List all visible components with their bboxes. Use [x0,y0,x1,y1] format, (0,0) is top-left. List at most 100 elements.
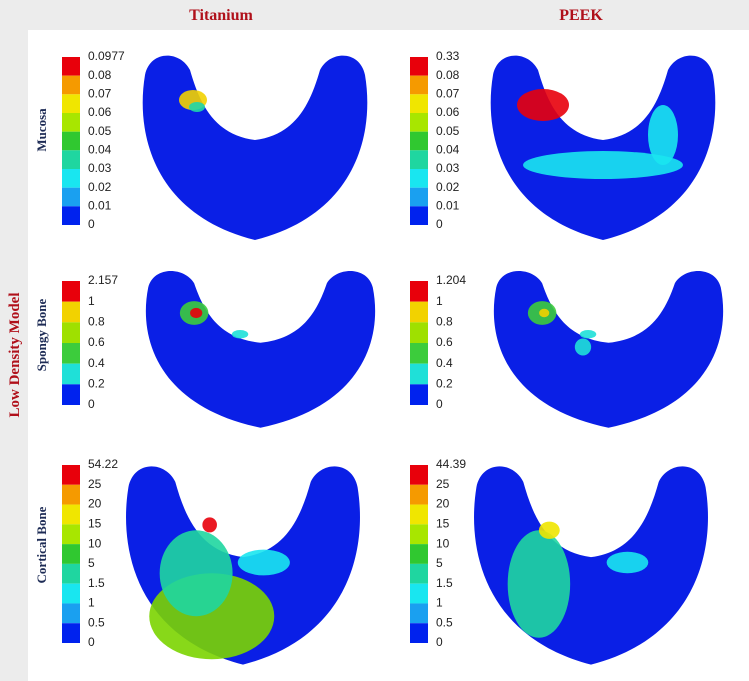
legend-label: 0.07 [88,87,112,101]
legend-swatch [410,363,428,385]
legend-label: 0.8 [88,315,105,329]
legend-label: 0.6 [88,335,105,349]
legend-label: 0.04 [88,143,112,157]
legend-label: 0 [88,217,95,231]
legend-swatch [62,75,80,95]
legend-label: 0.2 [436,377,453,391]
row-label: Cortical Bone [34,506,49,583]
side-label: Low Density Model [7,293,23,418]
legend-swatch [62,465,80,485]
legend-swatch [62,281,80,302]
legend-label: 0.08 [436,68,460,82]
legend-swatch [410,384,428,405]
legend-swatch [62,206,80,225]
legend-label: 0.4 [88,356,105,370]
legend-label: 0.5 [88,615,105,629]
legend-label: 10 [436,536,450,550]
legend-label: 25 [436,477,450,491]
stress-region [159,530,233,617]
legend-swatch [410,187,428,207]
legend-swatch [410,57,428,76]
legend-swatch [62,603,80,624]
legend-label: 1.5 [436,576,453,590]
row-label: Spongy Bone [34,298,49,371]
legend-swatch [410,206,428,225]
legend-swatch [62,484,80,505]
stress-region [517,89,569,121]
stress-map [493,270,724,428]
legend-swatch [62,150,80,169]
legend-label: 0.03 [436,161,460,175]
legend-label: 0.5 [436,615,453,629]
legend-swatch [62,94,80,113]
legend-swatch [410,75,428,95]
legend-swatch [62,169,80,188]
legend-label: 0 [436,217,443,231]
legend-swatch [62,322,80,343]
row-label: Mucosa [34,108,49,152]
legend-swatch [410,131,428,151]
legend-label: 0.2 [88,377,105,391]
stress-region [539,308,550,318]
legend-swatch [62,343,80,364]
legend-label: 5 [88,556,95,570]
legend-swatch [410,623,428,643]
legend-label: 20 [88,497,102,511]
legend-label: 0.03 [88,161,112,175]
mandible [474,466,708,665]
legend-label: 20 [436,497,450,511]
legend-label: 1 [436,596,443,610]
legend-swatch [410,322,428,343]
legend-swatch [62,623,80,643]
stress-region [538,521,560,539]
legend-swatch [62,113,80,132]
legend-swatch [410,150,428,169]
legend-label: 25 [88,477,102,491]
legend-label: 0 [88,397,95,411]
legend-swatch [410,169,428,188]
legend-label: 0 [88,635,95,649]
stress-region [231,330,249,339]
mandible [490,55,716,240]
legend-label: 15 [88,517,102,531]
legend-swatch [62,524,80,545]
column-header: Titanium [189,7,253,24]
legend-label: 0.05 [88,124,112,138]
legend-label: 1 [436,294,443,308]
stress-region [202,517,217,533]
legend-swatch [62,131,80,151]
stress-region [190,307,203,319]
legend-label: 0.02 [436,180,460,194]
legend-label: 54.22 [88,457,118,471]
legend-label: 0.06 [88,105,112,119]
legend-swatch [410,583,428,604]
stress-map [142,55,368,240]
legend-label: 5 [436,556,443,570]
legend-swatch [62,301,80,323]
legend-label: 1 [88,294,95,308]
legend-swatch [62,57,80,76]
legend-swatch [410,524,428,545]
legend-swatch [410,563,428,584]
mandible [145,270,376,428]
legend-label: 0.6 [436,335,453,349]
stress-region [574,338,592,356]
legend-label: 1 [88,596,95,610]
stress-map [474,466,708,665]
legend-label: 0.08 [88,68,112,82]
legend-swatch [62,544,80,564]
legend-label: 0.01 [88,199,112,213]
legend-label: 0.04 [436,143,460,157]
legend-swatch [62,384,80,405]
legend-swatch [410,484,428,505]
legend-label: 0.07 [436,87,460,101]
legend-label: 15 [436,517,450,531]
legend-swatch [410,94,428,113]
stress-map [145,270,376,428]
legend-label: 44.39 [436,457,466,471]
legend-label: 0 [436,397,443,411]
stress-region [579,330,597,339]
legend-label: 0.33 [436,49,460,63]
legend-swatch [410,113,428,132]
mandible [493,270,724,428]
